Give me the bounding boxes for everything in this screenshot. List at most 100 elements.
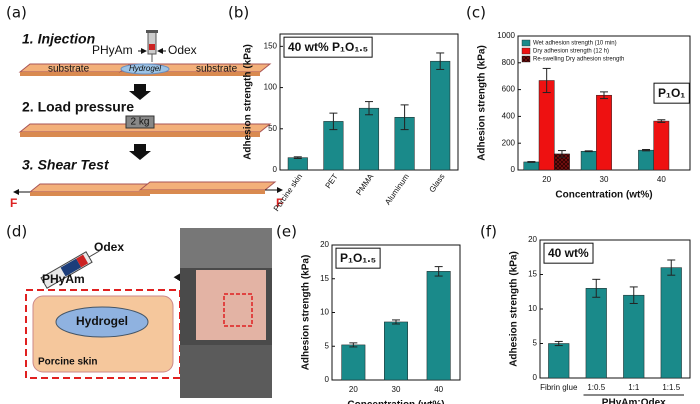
y-tick-label: 50 (268, 124, 277, 133)
bar (585, 288, 607, 379)
x-tick-label: 1:0.5 (587, 383, 605, 392)
y-axis-title: Adhesion strength (kPa) (301, 255, 312, 371)
bar (430, 60, 451, 171)
label: Odex (94, 240, 124, 254)
annotation-box (283, 36, 373, 58)
legend-swatch (521, 47, 531, 55)
y-tick-label: 600 (502, 85, 516, 94)
bar (287, 157, 308, 171)
label: Odex (168, 43, 197, 57)
label: PHyAm (42, 272, 85, 286)
annotation-box (653, 82, 690, 104)
panel-label: (a) (6, 4, 27, 22)
step-label: 3. Shear Test (22, 157, 110, 173)
label: 2 kg (131, 117, 150, 128)
annotation-box (335, 247, 381, 269)
x-tick-label: 20 (542, 175, 551, 184)
diagram-a: 1. Injection PHyAm Odex substrate Hydrog… (10, 30, 283, 210)
bar (548, 343, 570, 379)
label: PHyAm (92, 43, 133, 57)
force-label: F (276, 196, 283, 210)
x-tick-label: PET (323, 172, 339, 190)
x-tick-label: 30 (392, 385, 401, 394)
bar (623, 294, 645, 379)
annotation: 40 wt% (548, 246, 589, 260)
y-tick-label: 15 (528, 270, 537, 279)
x-tick-label: 40 (657, 175, 666, 184)
label: substrate (196, 64, 238, 75)
panel-label: (d) (6, 223, 27, 241)
y-tick-label: 0 (511, 165, 516, 174)
legend-swatch (521, 55, 531, 63)
legend-label: Re-swelling Dry adhesion strength (533, 57, 624, 63)
syringe (147, 31, 157, 55)
y-tick-label: 15 (320, 274, 329, 283)
x-tick-label: Glass (427, 172, 446, 194)
bar (580, 150, 597, 171)
x-tick-label: 1:1.5 (662, 383, 680, 392)
x-tick-label: 30 (600, 175, 609, 184)
panel-label: (f) (480, 223, 497, 241)
annotation: P₁O₁ (658, 86, 685, 100)
x-axis-title: Concentration (wt%) (347, 400, 444, 404)
legend-swatch (521, 39, 531, 47)
syringe (146, 30, 158, 33)
label: Hydrogel (76, 314, 128, 328)
y-tick-label: 200 (502, 138, 516, 147)
label: Hydrogel (129, 64, 161, 73)
diagram-d: Odex PHyAm Hydrogel Porcine skin (25, 228, 272, 398)
y-tick-label: 0 (533, 373, 538, 382)
y-axis-title: Adhesion strength (kPa) (243, 44, 254, 160)
y-tick-label: 150 (264, 41, 278, 50)
bar (660, 267, 682, 379)
step-label: 2. Load pressure (22, 99, 134, 115)
legend-label: Wet adhesion strength (10 min) (533, 41, 617, 47)
y-tick-label: 5 (533, 339, 538, 348)
panel-label: (b) (228, 4, 249, 22)
bar (358, 107, 380, 171)
y-tick-label: 0 (325, 375, 330, 384)
x-axis-title: Concentration (wt%) (555, 190, 652, 201)
y-tick-label: 100 (264, 83, 278, 92)
y-tick-label: 0 (273, 165, 278, 174)
x-tick-label: Fibrin glue (540, 383, 578, 392)
x-tick-label: PMMA (354, 172, 376, 197)
y-tick-label: 10 (320, 308, 329, 317)
x-tick-label: 20 (349, 385, 358, 394)
annotation: P₁O₁.₅ (340, 251, 376, 265)
syringe (149, 44, 155, 50)
y-tick-label: 400 (502, 112, 516, 121)
panel-label: (c) (466, 4, 486, 22)
label: Porcine skin (38, 357, 97, 368)
panel-label: (e) (276, 223, 297, 241)
step-label: 1. Injection (22, 31, 95, 47)
x-axis-title: PHyAm:Odex (602, 398, 666, 404)
bar (426, 271, 451, 381)
y-tick-label: 1000 (497, 31, 515, 40)
arrow (129, 84, 151, 100)
bar (653, 120, 670, 171)
x-tick-label: 1:1 (628, 383, 640, 392)
label: substrate (48, 64, 90, 75)
y-tick-label: 10 (528, 304, 537, 313)
x-tick-label: Aluminum (383, 172, 411, 207)
bar (538, 80, 555, 171)
force-label: F (10, 196, 17, 210)
annotation: 40 wt% P₁O₁.₅ (288, 40, 368, 54)
bar (384, 321, 408, 381)
bar (341, 344, 366, 381)
x-tick-label: 40 (434, 385, 443, 394)
bar (638, 149, 654, 171)
legend-label: Dry adhesion strength (12 h) (533, 49, 609, 55)
bar (523, 161, 540, 171)
y-tick-label: 5 (325, 341, 330, 350)
y-axis-title: Adhesion strength (kPa) (477, 45, 488, 161)
annotation-box (543, 242, 594, 264)
y-axis-title: Adhesion strength (kPa) (509, 251, 520, 367)
y-tick-label: 800 (502, 58, 516, 67)
arrow (129, 144, 151, 160)
y-tick-label: 20 (528, 235, 537, 244)
y-tick-label: 20 (320, 240, 329, 249)
bar (596, 94, 612, 171)
